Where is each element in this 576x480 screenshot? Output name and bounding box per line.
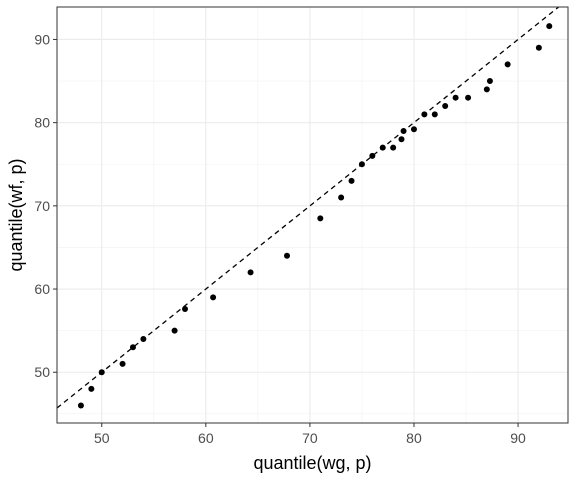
- data-point: [390, 144, 397, 151]
- x-axis-ticks: 50 60 70 80 90: [94, 423, 526, 446]
- data-point: [442, 103, 449, 110]
- reference-line: [56, 6, 560, 409]
- data-point: [338, 194, 345, 201]
- panel-border: [56, 6, 569, 424]
- data-point: [369, 152, 376, 159]
- data-point: [400, 127, 407, 134]
- data-point: [247, 269, 254, 276]
- data-point: [77, 402, 84, 409]
- x-tick-label: 90: [510, 430, 526, 446]
- data-point: [119, 360, 126, 367]
- major-gridlines: [57, 7, 568, 423]
- data-point: [348, 177, 355, 184]
- data-point: [210, 294, 217, 301]
- data-point: [171, 327, 178, 334]
- x-tick-label: 60: [198, 430, 214, 446]
- data-point: [182, 306, 189, 313]
- y-axis-title: quantile(wf, p): [6, 158, 26, 271]
- data-point: [535, 44, 542, 51]
- data-point: [465, 94, 472, 101]
- data-point: [546, 23, 553, 30]
- minor-gridlines: [57, 7, 568, 423]
- data-point: [88, 385, 95, 392]
- x-tick-label: 70: [302, 430, 318, 446]
- y-tick-label: 50: [34, 364, 50, 380]
- data-point: [431, 111, 438, 118]
- data-point: [358, 161, 365, 168]
- data-point: [317, 215, 324, 222]
- data-point: [129, 344, 136, 351]
- data-point: [140, 335, 147, 342]
- x-tick-label: 80: [406, 430, 422, 446]
- y-tick-label: 60: [34, 281, 50, 297]
- x-tick-label: 50: [94, 430, 110, 446]
- data-point: [379, 144, 386, 151]
- data-points: [77, 23, 553, 409]
- y-tick-label: 90: [34, 31, 50, 47]
- data-point: [410, 126, 417, 133]
- data-point: [284, 252, 291, 259]
- data-point: [486, 78, 493, 85]
- data-point: [452, 94, 459, 101]
- data-point: [483, 86, 490, 93]
- x-axis-title: quantile(wg, p): [253, 453, 371, 473]
- y-tick-label: 80: [34, 115, 50, 131]
- data-point: [504, 61, 511, 68]
- y-axis-ticks: 50 60 70 80 90: [34, 31, 57, 380]
- data-point: [421, 111, 428, 118]
- data-point: [98, 369, 105, 376]
- data-point: [398, 136, 405, 143]
- y-tick-label: 70: [34, 198, 50, 214]
